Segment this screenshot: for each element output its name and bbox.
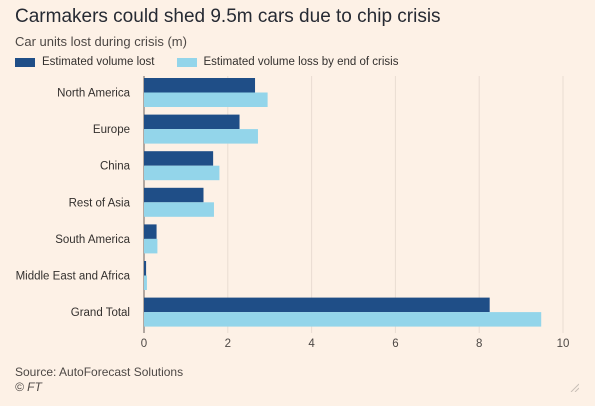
resize-corner-icon[interactable]	[569, 382, 579, 392]
bar-europe-series-1	[144, 129, 258, 144]
bar-north-america-series-1	[144, 92, 268, 107]
bar-chart: 0 2 4 6 8 10 North America Europe China Rest of A…	[16, 76, 570, 350]
legend-item-volume-loss-end: Estimated volume loss by end of crisis	[176, 56, 399, 68]
ft-credit: © FT	[15, 380, 42, 394]
bar-north-america-series-0	[144, 78, 256, 93]
x-tick-label-4: 8	[476, 338, 482, 350]
x-tick-label-5: 10	[557, 338, 570, 350]
bar-rest-of-asia-series-1	[144, 202, 214, 217]
bar-middle-east-and-africa-series-0	[144, 261, 147, 276]
bar-rest-of-asia-series-0	[144, 187, 204, 203]
x-tick-label-2: 4	[308, 338, 315, 350]
category-label-middle-east-and-africa: Middle East and Africa	[16, 271, 131, 283]
bar-china-series-0	[144, 151, 214, 166]
source-note: Source: AutoForecast Solutions	[15, 365, 184, 379]
bar-middle-east-and-africa-series-1	[144, 275, 147, 290]
chart-title: Carmakers could shed 9.5m cars due to ch…	[15, 6, 441, 27]
chart-subtitle: Car units lost during crisis (m)	[15, 34, 187, 49]
category-label-europe: Europe	[93, 124, 130, 136]
category-label-china: China	[100, 161, 131, 173]
legend-label-volume-lost: Estimated volume lost	[42, 56, 155, 68]
category-label-north-america: North America	[57, 88, 130, 100]
x-tick-label-1: 2	[225, 338, 231, 350]
bar-europe-series-0	[144, 114, 240, 130]
category-label-rest-of-asia: Rest of Asia	[69, 197, 131, 209]
category-label-grand-total: Grand Total	[71, 307, 130, 319]
bar-grand-total-series-0	[144, 297, 490, 313]
legend-swatch-volume-lost	[15, 57, 35, 67]
bar-south-america-series-0	[144, 224, 157, 239]
bar-grand-total-series-1	[144, 312, 542, 327]
x-tick-label-0: 0	[141, 338, 147, 350]
bar-china-series-1	[144, 165, 220, 181]
x-tick-label-3: 6	[392, 338, 398, 350]
category-label-south-america: South America	[55, 234, 130, 246]
legend-label-volume-loss-end: Estimated volume loss by end of crisis	[203, 56, 399, 68]
chart-legend: Estimated volume lost Estimated volume l…	[15, 56, 420, 68]
bar-south-america-series-1	[144, 238, 158, 254]
legend-swatch-volume-loss-end	[176, 57, 197, 67]
legend-item-volume-lost: Estimated volume lost	[15, 56, 155, 68]
